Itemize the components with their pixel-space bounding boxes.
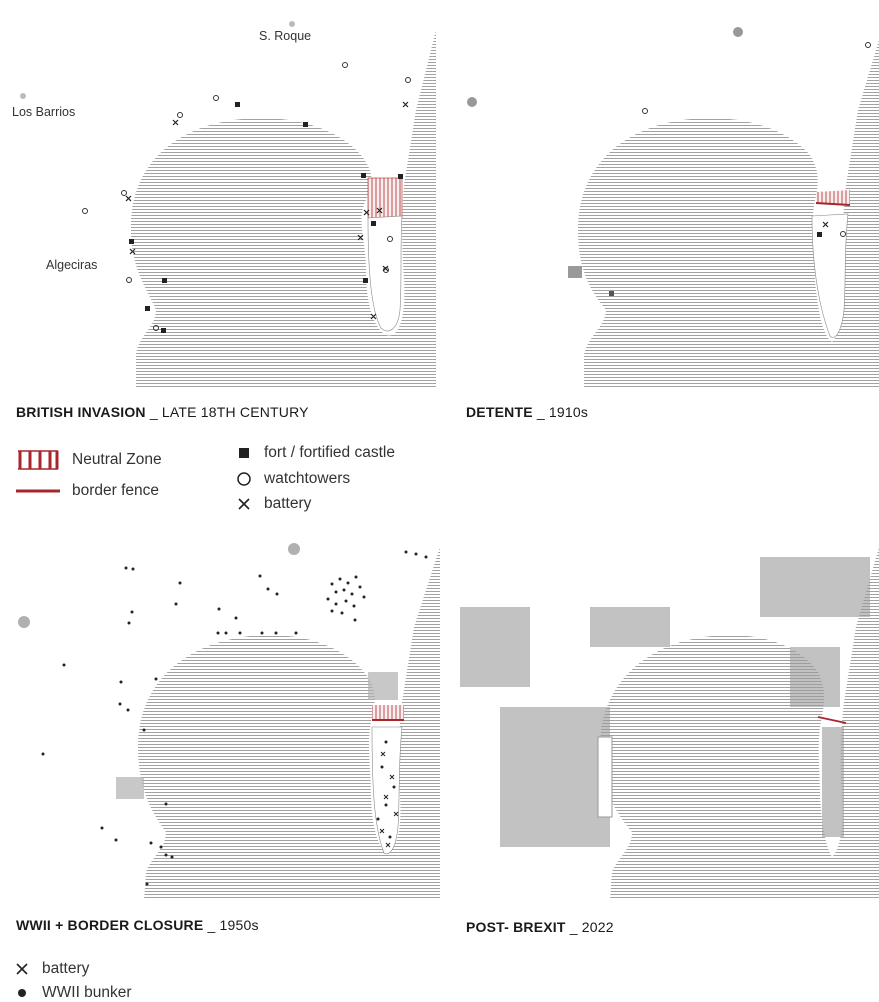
caption-british-invasion: BRITISH INVASION _ LATE 18TH CENTURY — [16, 404, 309, 420]
map-post-brexit — [460, 527, 879, 900]
map-wwii-svg — [18, 543, 440, 900]
map-detente — [460, 10, 879, 387]
watchtower-icon — [237, 472, 251, 486]
legend-watchtowers: watchtowers — [236, 470, 350, 488]
battery — [822, 221, 829, 228]
watchtowers — [82, 62, 411, 331]
map-detente-svg — [467, 27, 879, 387]
border-fence — [817, 716, 847, 724]
neutral-zone — [816, 190, 850, 206]
legend-battery-bottom: battery — [14, 960, 89, 978]
gibraltar-rock — [811, 213, 849, 338]
gibraltar-rock — [371, 726, 403, 855]
port-pier — [597, 736, 613, 818]
battery-icon — [16, 963, 28, 975]
caption-rest: _ 1950s — [203, 917, 259, 933]
legend-bunker-label: WWII bunker — [42, 984, 132, 1001]
fort — [817, 232, 822, 237]
legend-battery-label: battery — [264, 495, 312, 512]
legend-neutral-zone-label: Neutral Zone — [72, 451, 162, 468]
bunker-icon — [18, 989, 26, 997]
map-british-invasion — [6, 10, 436, 387]
urban-areas — [18, 543, 398, 799]
fort-icon — [239, 448, 249, 458]
caption-rest: _ 2022 — [565, 919, 614, 935]
battery-icon — [238, 498, 250, 510]
watchtower — [865, 42, 871, 48]
neutral-zone — [367, 177, 403, 219]
urban-areas — [460, 557, 870, 847]
wwii-batteries — [379, 751, 399, 848]
legend-bunker: WWII bunker — [14, 984, 132, 1002]
caption-bold: POST- BREXIT — [466, 919, 566, 935]
watchtower — [840, 231, 846, 237]
caption-detente: DETENTE _ 1910s — [466, 404, 588, 420]
legend-border-fence-label: border fence — [72, 482, 160, 499]
caption-bold: DETENTE — [466, 404, 533, 420]
legend-fort-label: fort / fortified castle — [264, 444, 395, 461]
bay-sea — [578, 40, 879, 387]
gibraltar-rock — [367, 215, 403, 332]
legend-neutral-zone: Neutral Zone — [16, 449, 162, 471]
caption-bold: WWII + BORDER CLOSURE — [16, 917, 204, 933]
border-fence — [815, 202, 851, 206]
forts — [129, 102, 403, 333]
map-british-invasion-svg — [20, 21, 436, 387]
watchtower — [642, 108, 648, 114]
map-wwii — [6, 527, 440, 900]
legend-battery: battery — [236, 495, 311, 513]
legend-border-fence: border fence — [16, 482, 159, 500]
legend-battery-bottom-label: battery — [42, 960, 90, 977]
place-label-algeciras: Algeciras — [46, 258, 98, 272]
caption-rest: _ 1910s — [532, 404, 589, 420]
legend-watchtowers-label: watchtowers — [264, 470, 351, 487]
fort — [609, 291, 614, 296]
bay-sea — [130, 30, 436, 387]
caption-rest: _ LATE 18TH CENTURY — [145, 404, 309, 420]
map-post-brexit-svg — [460, 547, 879, 900]
batteries — [125, 101, 409, 320]
legend-fort: fort / fortified castle — [236, 444, 395, 462]
caption-post-brexit: POST- BREXIT _ 2022 — [466, 919, 614, 935]
caption-wwii: WWII + BORDER CLOSURE _ 1950s — [16, 917, 259, 933]
neutral-zone-icon — [18, 450, 59, 470]
place-label-san-roque: S. Roque — [259, 29, 312, 43]
caption-bold: BRITISH INVASION — [16, 404, 146, 420]
wwii-bunkers — [41, 550, 428, 886]
bay-sea — [138, 547, 440, 900]
bay-sea — [600, 547, 879, 900]
place-label-los-barrios: Los Barrios — [12, 105, 76, 119]
neutral-zone — [372, 705, 404, 721]
border-fence-icon — [16, 489, 60, 493]
